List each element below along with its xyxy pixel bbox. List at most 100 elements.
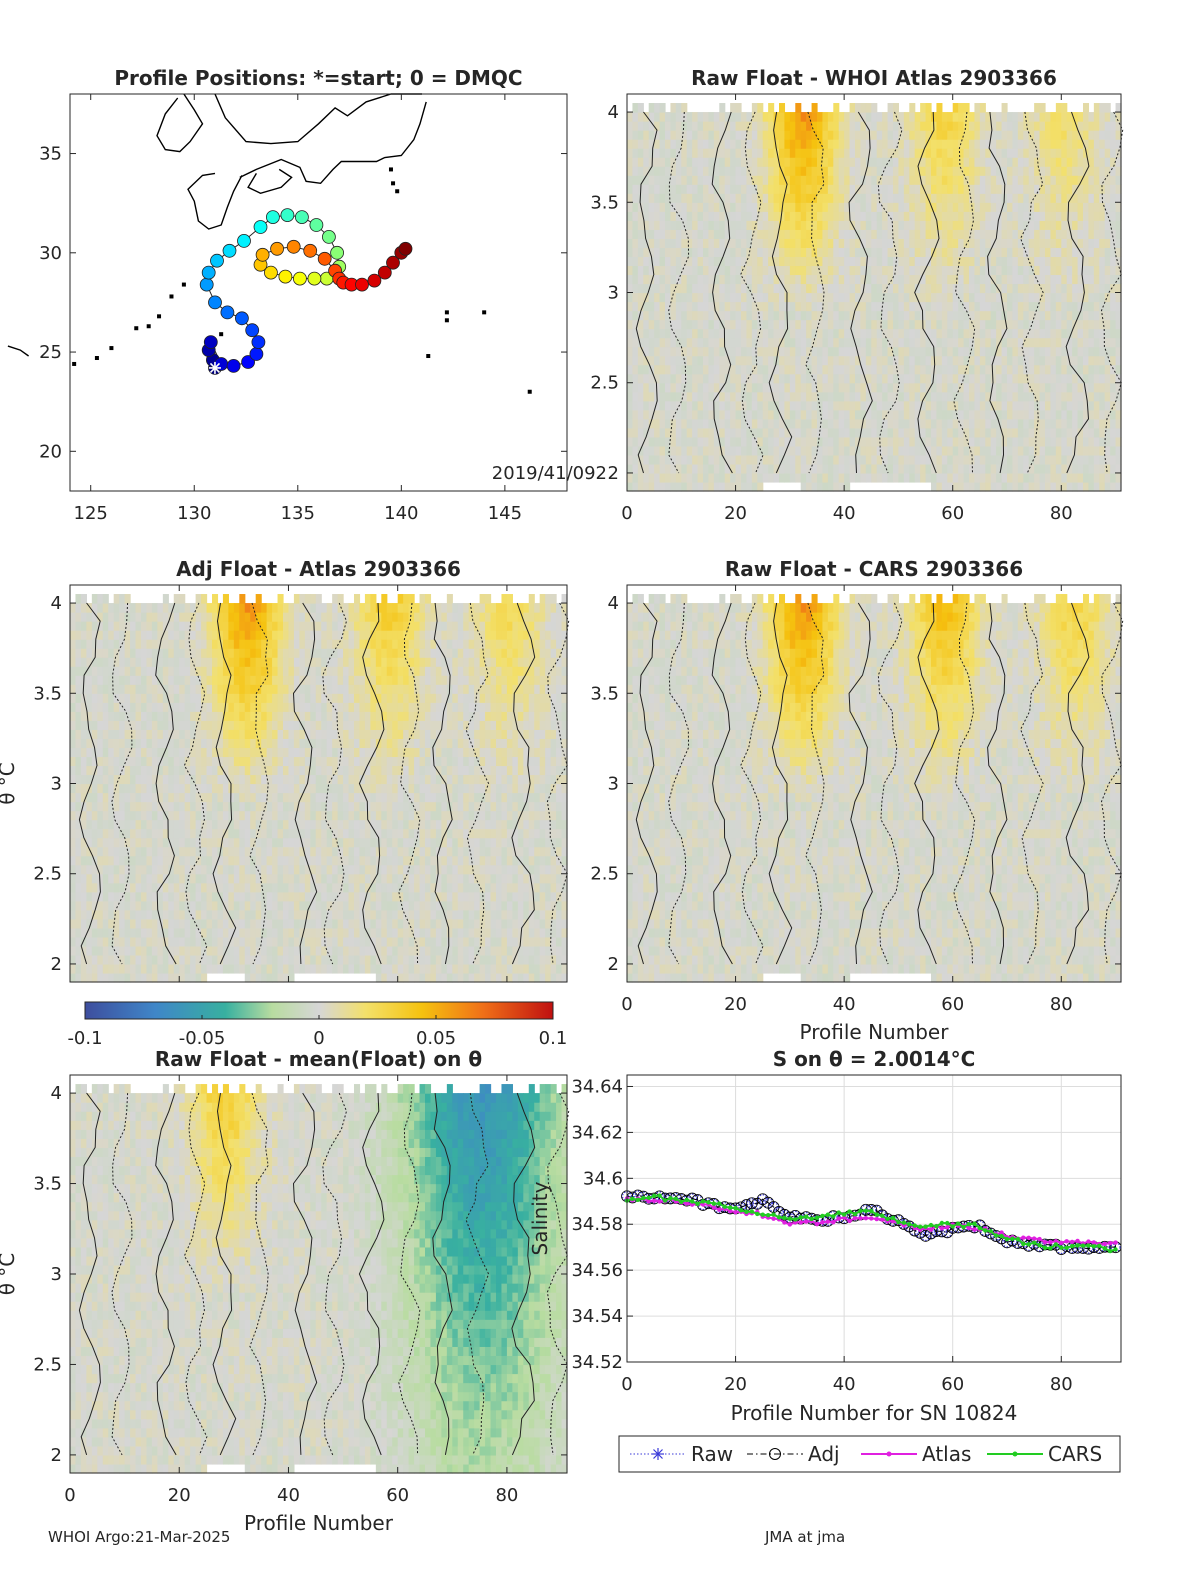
raw-atlas-cell bbox=[675, 211, 682, 221]
raw-atlas-cell bbox=[692, 391, 699, 402]
raw-atlas-cell bbox=[871, 337, 878, 348]
raw-atlas-cell bbox=[925, 400, 932, 411]
raw-atlas-cell bbox=[1110, 328, 1117, 339]
raw-atlas-cell bbox=[724, 445, 731, 456]
adj-atlas-cell bbox=[201, 882, 208, 893]
raw-atlas-cell bbox=[958, 400, 965, 411]
raw-atlas-cell bbox=[686, 319, 693, 330]
raw-atlas-cell bbox=[817, 274, 824, 285]
raw-atlas-cell bbox=[713, 193, 720, 203]
adj-atlas-cell bbox=[179, 783, 186, 794]
adj-atlas-cell bbox=[135, 954, 142, 965]
raw-atlas-cell bbox=[920, 202, 927, 212]
raw-atlas-cell bbox=[1050, 229, 1057, 239]
adj-atlas-cell bbox=[91, 882, 98, 893]
adj-atlas-cell bbox=[168, 756, 175, 767]
raw-atlas-cell bbox=[773, 292, 780, 303]
raw-atlas-cell bbox=[963, 319, 970, 330]
raw-atlas-cell bbox=[974, 418, 981, 429]
raw-atlas-cell bbox=[648, 193, 655, 203]
raw-atlas-cell bbox=[1039, 184, 1046, 194]
raw-atlas-cell bbox=[1007, 454, 1014, 465]
raw-atlas-cell bbox=[1061, 400, 1068, 411]
raw-atlas-cell bbox=[844, 193, 851, 203]
raw-atlas-cell bbox=[719, 364, 726, 375]
raw-atlas-cell bbox=[898, 463, 905, 474]
raw-atlas-cell bbox=[909, 103, 916, 113]
raw-atlas-cell bbox=[963, 292, 970, 303]
adj-atlas-cell bbox=[173, 594, 180, 604]
raw-atlas-cell bbox=[768, 256, 775, 267]
raw-atlas-cell bbox=[817, 355, 824, 366]
adj-atlas-cell bbox=[206, 693, 213, 703]
raw-atlas-cell bbox=[963, 238, 970, 248]
raw-atlas-cell bbox=[1034, 481, 1041, 492]
raw-atlas-cell bbox=[730, 418, 737, 429]
raw-atlas-cell bbox=[800, 346, 807, 357]
adj-atlas-cell bbox=[146, 738, 153, 749]
raw-atlas-cell bbox=[1007, 355, 1014, 366]
raw-atlas-cell bbox=[632, 265, 639, 276]
raw-atlas-cell bbox=[632, 481, 639, 492]
raw-atlas-cell bbox=[735, 229, 742, 239]
raw-atlas-cell bbox=[719, 256, 726, 267]
raw-atlas-cell bbox=[665, 337, 672, 348]
raw-atlas-cell bbox=[686, 400, 693, 411]
raw-atlas-cell bbox=[1023, 301, 1030, 312]
raw-atlas-cell bbox=[692, 400, 699, 411]
raw-atlas-cell bbox=[871, 445, 878, 456]
raw-atlas-cell bbox=[703, 436, 710, 447]
adj-atlas-cell bbox=[75, 927, 82, 938]
raw-atlas-cell bbox=[952, 229, 959, 239]
raw-atlas-cell bbox=[768, 409, 775, 420]
raw-atlas-cell bbox=[1088, 283, 1095, 294]
raw-atlas-cell bbox=[822, 472, 829, 483]
adj-atlas-cell bbox=[119, 747, 126, 758]
raw-atlas-cell bbox=[1017, 139, 1024, 149]
raw-atlas-cell bbox=[1001, 301, 1008, 312]
raw-atlas-cell bbox=[898, 409, 905, 420]
raw-atlas-cell bbox=[806, 202, 813, 212]
raw-atlas-cell bbox=[882, 364, 889, 375]
raw-atlas-cell bbox=[654, 373, 661, 384]
raw-atlas-cell bbox=[887, 355, 894, 366]
raw-atlas-cell bbox=[637, 481, 644, 492]
raw-atlas-cell bbox=[719, 337, 726, 348]
raw-atlas-cell bbox=[865, 103, 872, 113]
raw-atlas-cell bbox=[637, 445, 644, 456]
raw-atlas-cell bbox=[789, 319, 796, 330]
raw-atlas-cell bbox=[686, 481, 693, 492]
adj-atlas-cell bbox=[91, 702, 98, 712]
raw-atlas-cell bbox=[1072, 157, 1079, 167]
raw-atlas-cell bbox=[1039, 472, 1046, 483]
raw-atlas-cell bbox=[1055, 445, 1062, 456]
raw-atlas-cell bbox=[1023, 184, 1030, 194]
raw-atlas-cell bbox=[844, 175, 851, 185]
raw-atlas-cell bbox=[1104, 274, 1111, 285]
adj-atlas-cell bbox=[206, 711, 213, 721]
raw-atlas-cell bbox=[941, 220, 948, 230]
raw-atlas-cell bbox=[1115, 400, 1122, 411]
raw-atlas-cell bbox=[898, 382, 905, 393]
raw-atlas-cell bbox=[762, 265, 769, 276]
raw-atlas-cell bbox=[697, 148, 704, 158]
raw-atlas-ytick-label: 2.5 bbox=[590, 373, 619, 394]
raw-atlas-cell bbox=[822, 373, 829, 384]
raw-atlas-cell bbox=[1115, 319, 1122, 330]
raw-atlas-cell bbox=[952, 157, 959, 167]
raw-atlas-cell bbox=[1104, 454, 1111, 465]
raw-atlas-cell bbox=[941, 184, 948, 194]
raw-atlas-cell bbox=[990, 436, 997, 447]
raw-atlas-cell bbox=[1017, 346, 1024, 357]
raw-atlas-cell bbox=[1023, 238, 1030, 248]
raw-atlas-cell bbox=[741, 319, 748, 330]
raw-atlas-cell bbox=[1050, 337, 1057, 348]
raw-atlas-cell bbox=[849, 229, 856, 239]
raw-atlas-cell bbox=[817, 454, 824, 465]
raw-atlas-cell bbox=[947, 139, 954, 149]
adj-atlas-cell bbox=[146, 909, 153, 920]
adj-atlas-cell bbox=[75, 621, 82, 631]
raw-atlas-cell bbox=[947, 463, 954, 474]
raw-atlas-cell bbox=[773, 328, 780, 339]
adj-atlas-cell bbox=[168, 630, 175, 640]
